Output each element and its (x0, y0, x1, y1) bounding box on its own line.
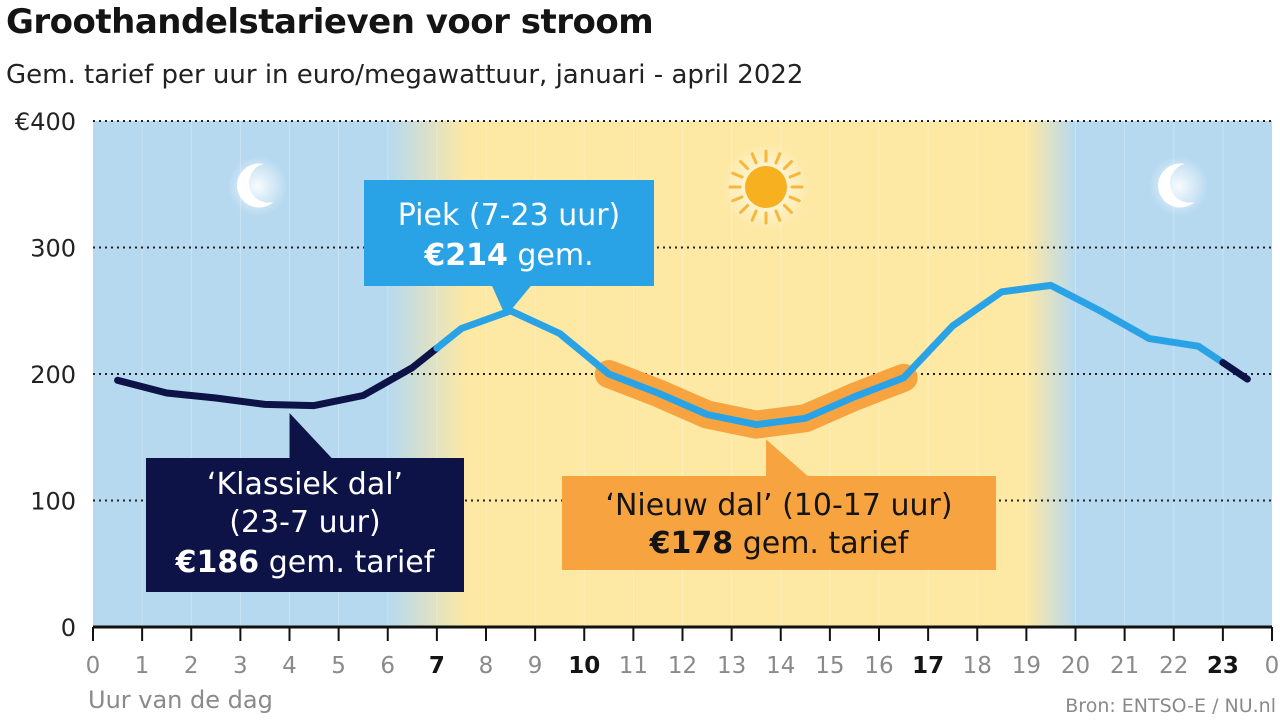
y-tick-label: 300 (30, 235, 76, 263)
x-tick-label: 22 (1159, 653, 1188, 679)
callout-box (562, 476, 996, 570)
y-tick-label: 200 (30, 361, 76, 389)
x-tick-label: 20 (1061, 653, 1090, 679)
callout-box (146, 458, 464, 592)
callout-text: Piek (7-23 uur) (398, 198, 621, 233)
x-tick-label: 3 (233, 653, 248, 679)
callout-text: ‘Klassiek dal’ (207, 467, 403, 502)
x-tick-label: 17 (912, 653, 944, 679)
y-tick-label: 0 (61, 614, 76, 642)
x-tick-label: 0 (86, 653, 101, 679)
sun-icon (722, 143, 811, 231)
callout-value: €178 (649, 526, 734, 561)
callout-box (364, 180, 654, 286)
x-tick-label: 6 (380, 653, 395, 679)
callout-text: €178 gem. tarief (649, 526, 910, 561)
x-tick-label: 12 (668, 653, 697, 679)
x-tick-label: 15 (815, 653, 844, 679)
series-line-klassiek-dal (1219, 359, 1251, 383)
callout-text: ‘Nieuw dal’ (10-17 uur) (605, 488, 952, 523)
x-tick-label: 2 (184, 653, 199, 679)
callout-text: (23-7 uur) (229, 505, 380, 540)
callout-nieuw-dal: ‘Nieuw dal’ (10-17 uur)€178 gem. tarief (562, 439, 996, 570)
callout-value: €186 (175, 545, 260, 580)
x-tick-label: 9 (528, 653, 543, 679)
chart-subtitle: Gem. tarief per uur in euro/megawattuur,… (6, 60, 804, 90)
x-axis-label: Uur van de dag (88, 686, 273, 714)
callout-text: €214 gem. (423, 238, 593, 273)
callout-suffix: gem. (508, 238, 594, 273)
x-tick-label: 10 (568, 653, 600, 679)
x-tick-label: 14 (766, 653, 795, 679)
x-tick-label: 13 (717, 653, 746, 679)
chart-title: Groothandelstarieven voor stroom (6, 2, 654, 42)
x-tick-label: 19 (1012, 653, 1041, 679)
callout-suffix: gem. tarief (259, 545, 436, 580)
callout-pointer (491, 285, 532, 317)
series-line-piek (433, 281, 1227, 429)
callout-text: €186 gem. tarief (175, 545, 436, 580)
x-tick-label: 5 (331, 653, 346, 679)
callout-piek: Piek (7-23 uur) €214 gem. (364, 180, 654, 317)
series-line-klassiek-dal (114, 344, 441, 410)
x-tick-label: 1 (135, 653, 150, 679)
y-tick-label: 100 (30, 488, 76, 516)
x-tick-label: 8 (479, 653, 494, 679)
moon-icon (1148, 156, 1209, 216)
x-tick-label: 23 (1207, 653, 1239, 679)
callout-suffix: gem. tarief (733, 526, 910, 561)
x-tick-label: 16 (864, 653, 893, 679)
x-tick-label: 7 (429, 653, 445, 679)
callout-klassiek-dal: ‘Klassiek dal’(23-7 uur) €186 gem. tarief (146, 412, 464, 592)
callout-pointer (289, 412, 334, 460)
moon-icon (227, 156, 288, 216)
y-tick-label: €400 (15, 108, 76, 136)
x-tick-label: 21 (1110, 653, 1139, 679)
x-tick-label: 0 (1265, 653, 1280, 679)
callout-pointer (766, 439, 811, 478)
callout-value: €214 (423, 238, 508, 273)
x-tick-label: 18 (963, 653, 992, 679)
x-tick-label: 11 (619, 653, 648, 679)
source-label: Bron: ENTSO-E / NU.nl (1065, 695, 1276, 717)
x-tick-label: 4 (282, 653, 297, 679)
